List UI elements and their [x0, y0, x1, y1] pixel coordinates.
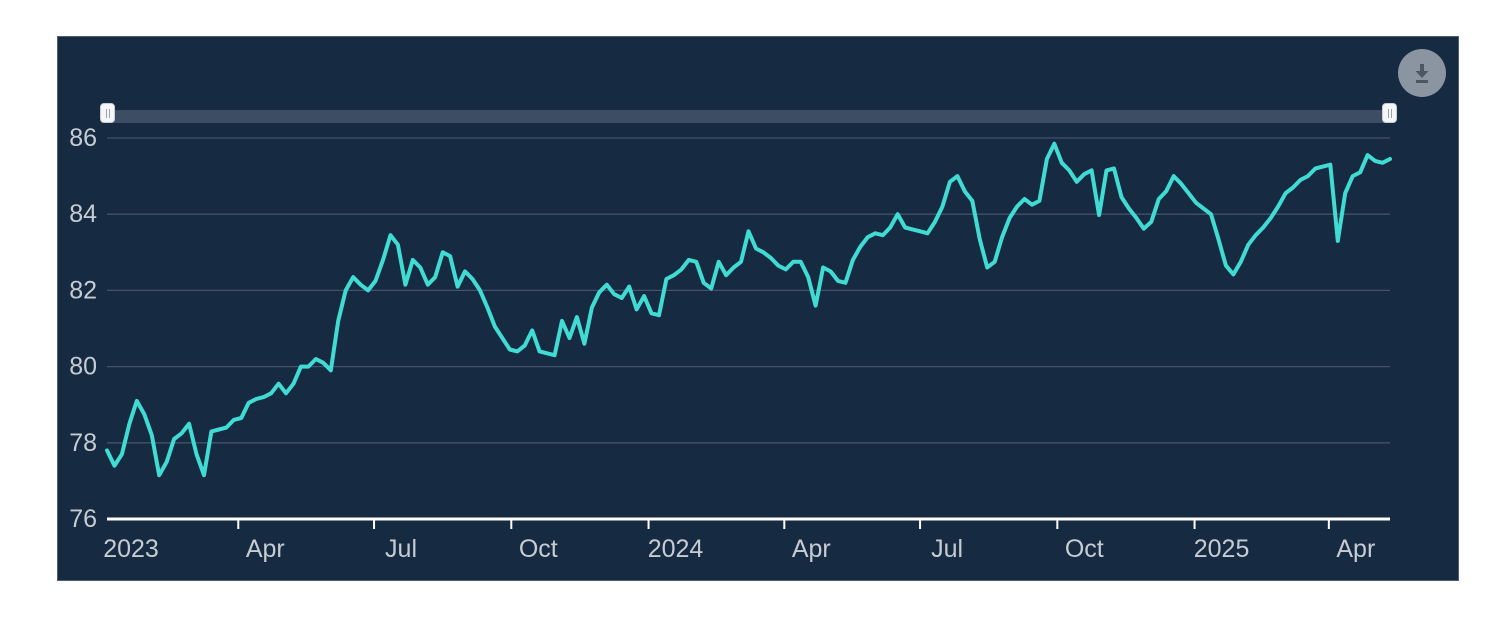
x-axis-label: Jul [931, 535, 963, 563]
slider-grip-icon [105, 108, 107, 118]
download-icon [1415, 64, 1429, 83]
y-axis-label: 76 [69, 505, 97, 533]
x-axis-label: Apr [792, 535, 831, 563]
y-axis-label: 78 [69, 429, 97, 457]
y-axis-label: 84 [69, 200, 97, 228]
download-button[interactable] [1398, 49, 1446, 97]
y-axis-label: 82 [69, 276, 97, 304]
slider-grip-icon [1387, 108, 1389, 118]
x-axis-label: 2025 [1194, 535, 1250, 563]
navigator-left-handle[interactable] [100, 103, 115, 123]
x-axis-label: Apr [246, 535, 285, 563]
y-axis-label: 80 [69, 353, 97, 381]
y-axis-label: 86 [69, 124, 97, 152]
chart-card [57, 36, 1459, 581]
x-axis-label: Apr [1336, 535, 1375, 563]
navigator-track[interactable] [107, 110, 1390, 123]
x-axis-label: Jul [385, 535, 417, 563]
x-axis-label: Oct [1065, 535, 1104, 563]
slider-grip-icon [108, 108, 110, 118]
navigator-right-handle[interactable] [1382, 103, 1397, 123]
slider-grip-icon [1390, 108, 1392, 118]
x-axis-label: 2023 [103, 535, 159, 563]
x-axis-label: 2024 [648, 535, 704, 563]
x-axis-label: Oct [519, 535, 558, 563]
price-series-line [105, 141, 1392, 478]
